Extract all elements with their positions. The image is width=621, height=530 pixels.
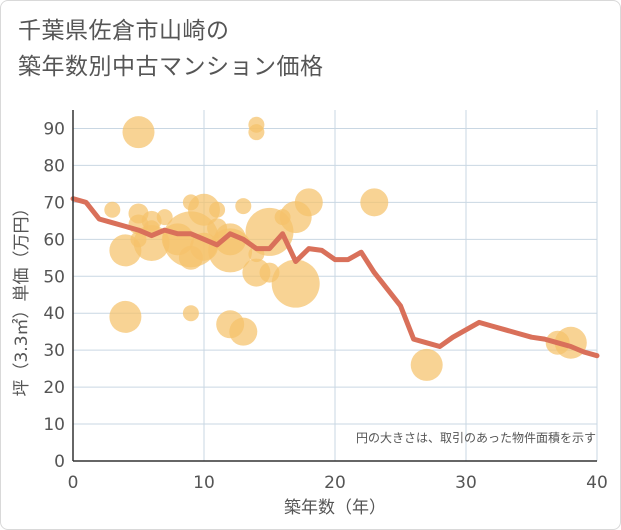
y-tick-label: 30 [43,341,65,361]
y-axis-title: 坪（3.3㎡）単価（万円） [12,199,32,396]
x-tick-label: 40 [586,473,608,493]
bubble-point [188,193,220,226]
grid-lines [73,110,598,461]
bubble-point [294,188,323,217]
bubble-point [360,188,389,217]
bubble-point [109,300,142,333]
x-tick-label: 20 [324,473,346,493]
bubble-point [182,305,199,322]
average-price-line [70,196,600,359]
x-tick-label: 0 [68,473,79,493]
y-tick-label: 20 [43,378,65,398]
bubble-size-note: 円の大きさは、取引のあった物件面積を示す [356,430,596,445]
x-tick-label: 10 [193,473,215,493]
bubble-point [248,124,265,141]
chart-title: 千葉県佐倉市山崎の 築年数別中古マンション価格 [18,13,324,85]
y-tick-label: 10 [43,415,65,435]
chart-title-line-1: 千葉県佐倉市山崎の [18,18,230,44]
trend-line-layer [70,196,600,359]
x-tick-label: 30 [455,473,477,493]
y-tick-label: 0 [54,452,65,472]
y-tick-label: 60 [43,230,65,250]
y-tick-label: 40 [43,304,65,324]
bubble-point [209,201,226,218]
x-axis-title: 築年数（年） [284,498,386,518]
bubble-point [271,259,320,308]
bubble-point [235,198,252,215]
y-tick-label: 50 [43,267,65,287]
y-tick-label: 70 [43,193,65,213]
bubble-point [229,317,258,346]
bubble-layer [104,116,587,381]
y-tick-label: 90 [43,119,65,139]
y-tick-label: 80 [43,156,65,176]
axes [72,110,597,462]
bubble-point [410,348,443,381]
tick-labels: 0 10 20 30 40 50 60 70 80 90 0 10 20 30 40 [43,119,607,493]
bubble-point [122,116,155,149]
bubble-point [156,209,173,226]
chart-title-line-2: 築年数別中古マンション価格 [18,54,324,80]
bubble-point [104,201,121,218]
